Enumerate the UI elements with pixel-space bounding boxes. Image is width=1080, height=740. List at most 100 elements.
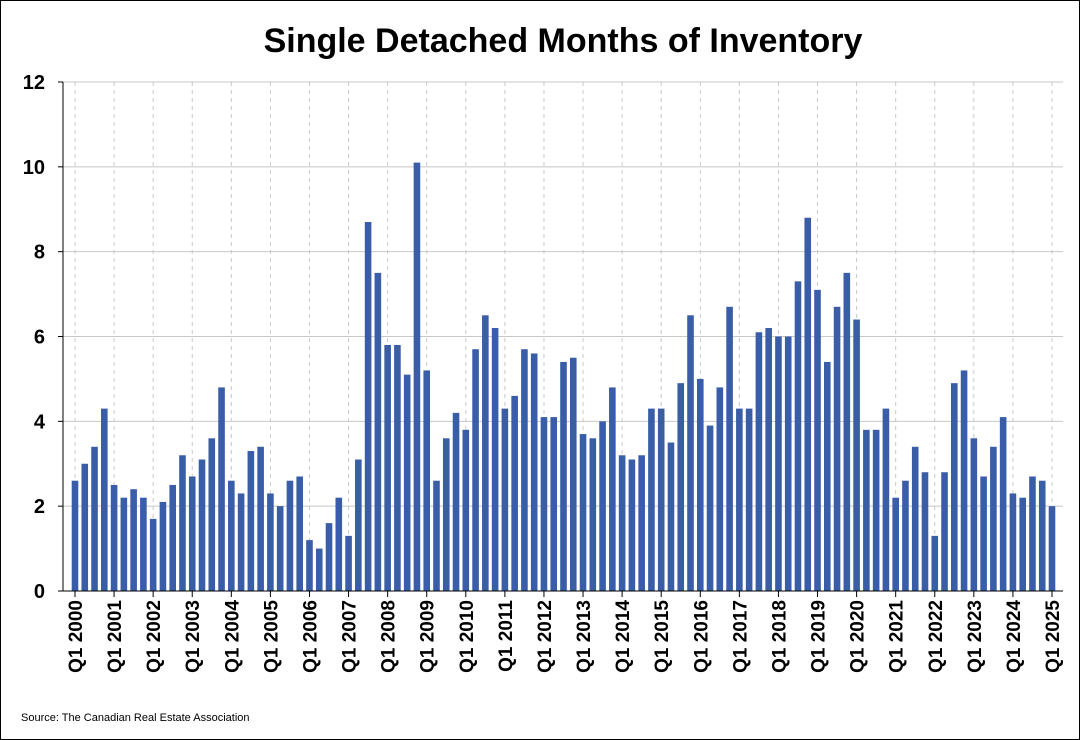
bar <box>794 281 802 591</box>
bar <box>71 480 79 591</box>
y-tick-label: 0 <box>34 581 45 603</box>
bar <box>941 472 948 591</box>
bar <box>355 459 362 591</box>
bar <box>579 434 587 591</box>
bar <box>716 387 724 591</box>
bar <box>120 497 128 591</box>
y-tick-label: 10 <box>23 157 45 179</box>
x-tick-label: Q1 2003 <box>183 600 204 673</box>
bar <box>833 306 841 591</box>
bar <box>872 429 880 591</box>
bar <box>228 480 235 591</box>
bar <box>179 455 186 591</box>
bar <box>804 217 812 591</box>
bar <box>823 361 831 591</box>
bar <box>169 484 176 591</box>
bar <box>687 315 694 591</box>
x-tick-label: Q1 2015 <box>652 600 673 673</box>
bar <box>843 272 851 591</box>
x-tick-label: Q1 2014 <box>613 600 634 673</box>
bar <box>726 306 733 591</box>
x-tick-label: Q1 2001 <box>105 600 126 673</box>
bar <box>394 344 401 591</box>
x-tick-label: Q1 2008 <box>379 600 400 673</box>
bar <box>110 484 118 591</box>
bar <box>882 408 890 591</box>
bar <box>765 328 772 591</box>
y-tick-label: 12 <box>23 72 45 94</box>
bar <box>706 425 714 591</box>
bar <box>188 476 196 591</box>
bar-series <box>71 162 1056 591</box>
bar <box>569 357 577 591</box>
bar <box>814 289 821 591</box>
bar <box>286 480 294 591</box>
bar <box>433 480 440 591</box>
x-tick-label: Q1 2024 <box>1004 600 1025 673</box>
bar <box>609 387 616 591</box>
bar <box>442 438 450 591</box>
x-tick-label: Q1 2002 <box>144 600 165 673</box>
bar <box>315 548 323 591</box>
x-tick-label: Q1 2019 <box>809 600 830 673</box>
bar <box>911 446 919 591</box>
x-axis-tick-labels: Q1 2000 Q1 2001 Q1 2002 Q1 2003 Q1 2004 Q1 20… <box>66 600 1064 673</box>
bar <box>696 378 704 591</box>
bar <box>81 463 89 591</box>
x-tick-label: Q1 2023 <box>965 600 986 673</box>
source-note: Source: The Canadian Real Estate Associa… <box>21 712 250 724</box>
bar <box>130 489 137 591</box>
x-tick-label: Q1 2012 <box>535 600 556 673</box>
bar <box>462 429 470 591</box>
bar <box>452 412 460 591</box>
x-tick-label: Q1 2000 <box>66 600 87 673</box>
bar <box>257 446 264 591</box>
bar <box>198 459 206 591</box>
bar <box>218 387 225 591</box>
bar <box>159 501 167 591</box>
x-tick-label: Q1 2011 <box>496 600 517 672</box>
y-tick-label: 6 <box>34 327 45 349</box>
x-tick-label: Q1 2025 <box>1043 600 1064 673</box>
bar <box>921 472 929 591</box>
bar <box>736 408 743 591</box>
bar <box>149 518 157 591</box>
x-tick-label: Q1 2005 <box>261 600 282 673</box>
bar <box>931 535 939 591</box>
bar <box>589 438 597 591</box>
bar <box>540 417 548 591</box>
bar <box>550 417 558 591</box>
bar <box>1009 493 1017 591</box>
bar <box>247 451 255 591</box>
bar <box>1029 476 1036 591</box>
bar <box>364 221 372 591</box>
y-tick-label: 2 <box>34 496 45 518</box>
bar <box>306 540 313 591</box>
y-tick-label: 4 <box>34 411 46 433</box>
bar <box>648 408 655 591</box>
bar <box>755 332 763 591</box>
bar <box>501 408 509 591</box>
y-axis-tick-labels: 0 2 4 6 8 10 12 <box>23 72 46 603</box>
x-tick-label: Q1 2022 <box>926 600 947 673</box>
x-tick-label: Q1 2021 <box>887 600 908 673</box>
bar <box>276 506 284 591</box>
bar <box>560 361 567 591</box>
bar <box>267 493 274 591</box>
x-tick-label: Q1 2016 <box>691 600 712 673</box>
bar <box>345 535 352 591</box>
bar <box>208 438 216 591</box>
bar <box>599 421 606 591</box>
bar <box>530 353 538 591</box>
bar <box>902 480 909 591</box>
x-tick-label: Q1 2009 <box>418 600 439 673</box>
bar <box>413 162 421 591</box>
bar <box>521 349 528 591</box>
bar <box>677 383 685 591</box>
x-tick-label: Q1 2020 <box>848 600 869 673</box>
bar <box>91 446 98 591</box>
y-tick-label: 8 <box>34 242 45 264</box>
bar <box>970 438 978 591</box>
